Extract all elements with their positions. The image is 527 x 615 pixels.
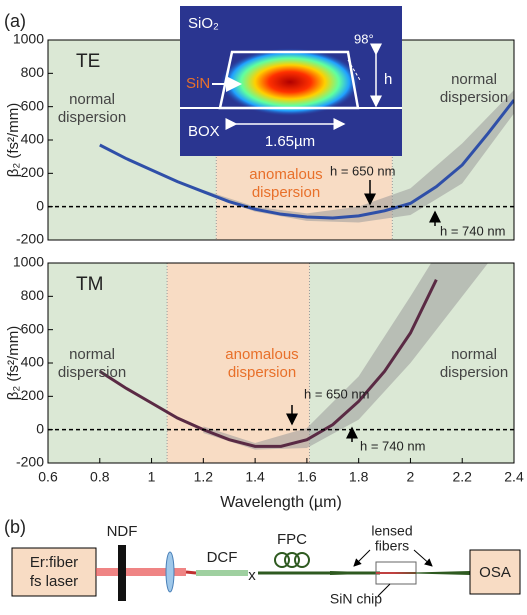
setup-label: x xyxy=(248,567,256,584)
plot-area xyxy=(99,90,514,223)
panel-label: (a) xyxy=(4,11,26,31)
setup-label: fs laser xyxy=(30,573,78,590)
y-tick-label: -200 xyxy=(16,454,44,470)
annotation: anomalous dispersion xyxy=(249,166,322,201)
chart: -200 0 200 400 600 800 1000 0.6 0.8 1 1.2 1.4 1.6 1.8… xyxy=(5,254,524,512)
annotation: normal dispersion xyxy=(58,346,126,381)
inset-label: 1.65µm xyxy=(265,133,315,150)
x-tick-label: 2.4 xyxy=(504,469,524,485)
inset-label: 98° xyxy=(354,31,374,46)
y-tick-label: 200 xyxy=(21,164,45,180)
annotation: normal dispersion xyxy=(440,346,508,381)
x-tick-label: 2.2 xyxy=(452,469,472,485)
band xyxy=(203,263,489,450)
setup-label: Er:fiber xyxy=(30,554,78,571)
setup-label: DCF xyxy=(207,549,238,566)
inset-label: SiN xyxy=(186,75,210,92)
annotation: h = 740 nm xyxy=(440,223,505,238)
setup-label: lensed xyxy=(371,523,412,539)
mode-label: TM xyxy=(76,274,103,295)
panel-label: (b) xyxy=(4,517,26,537)
x-tick-label: 1.6 xyxy=(297,469,317,485)
mode-label: TE xyxy=(76,51,100,72)
y-tick-label: 800 xyxy=(21,64,45,80)
y-tick-label: 1000 xyxy=(13,254,44,270)
setup-label: fibers xyxy=(375,538,409,554)
y-axis-title: β₂ (fs²/mm) xyxy=(5,326,22,400)
x-tick-label: 1.2 xyxy=(194,469,214,485)
annotation: h = 650 nm xyxy=(330,163,395,178)
y-tick-label: 600 xyxy=(21,97,45,113)
y-tick-label: 1000 xyxy=(13,31,44,47)
setup-diagram: Er:fiber fs laser NDF DCF x FPC lensed f… xyxy=(11,523,521,607)
x-tick-label: 1.4 xyxy=(245,469,265,485)
inset-label: SiO₂ xyxy=(188,15,219,32)
x-tick-label: 0.8 xyxy=(90,469,110,485)
annotation: normal dispersion xyxy=(58,91,126,126)
curve xyxy=(98,279,438,448)
y-tick-label: 400 xyxy=(21,354,45,370)
y-tick-label: -200 xyxy=(16,231,44,247)
setup-label: SiN chip xyxy=(330,591,382,607)
y-tick-label: 600 xyxy=(21,320,45,336)
y-tick-label: 200 xyxy=(21,387,45,403)
x-tick-label: 1 xyxy=(148,469,156,485)
y-tick-label: 800 xyxy=(21,287,45,303)
y-axis-title: β₂ (fs²/mm) xyxy=(5,103,22,177)
annotation: h = 650 nm xyxy=(304,386,369,401)
y-tick-label: 400 xyxy=(21,131,45,147)
inset: SiO₂ SiN BOX 1.65µm 98° h xyxy=(180,6,402,156)
x-tick-label: 2 xyxy=(407,469,415,485)
annotation: normal dispersion xyxy=(440,71,508,106)
curve xyxy=(99,99,514,220)
y-tick-label: 0 xyxy=(36,420,44,436)
x-tick-label: 0.6 xyxy=(38,469,58,485)
x-tick-label: 1.8 xyxy=(349,469,369,485)
annotation: anomalous dispersion xyxy=(225,346,298,381)
setup-label: OSA xyxy=(479,564,511,581)
inset-label: h xyxy=(384,71,392,88)
y-tick-label: 0 xyxy=(36,197,44,213)
x-axis-title: Wavelength (µm) xyxy=(220,494,342,511)
setup-label: FPC xyxy=(277,531,307,548)
inset-label: BOX xyxy=(188,123,220,140)
annotation: h = 740 nm xyxy=(360,438,425,453)
plot-area xyxy=(98,263,489,450)
band xyxy=(203,90,514,223)
setup-label: NDF xyxy=(107,523,138,540)
